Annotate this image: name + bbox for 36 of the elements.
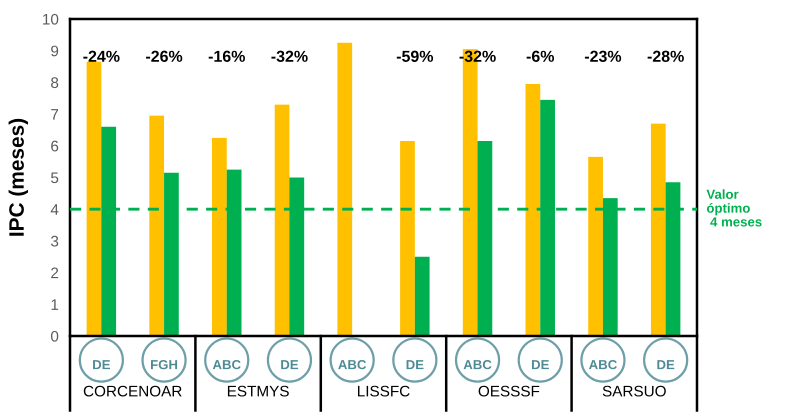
y-tick-label: 5: [51, 172, 58, 184]
text: LISSFC: [358, 386, 410, 397]
annotation: -16%: [208, 50, 245, 62]
annotation: -32%: [271, 50, 308, 62]
y-tick-label: 3: [50, 236, 58, 247]
x-tick-label: DE: [532, 360, 549, 370]
y-tick-label: 9: [51, 46, 58, 56]
y-tick-label: 8: [51, 77, 58, 88]
text: ESTMYS: [228, 386, 289, 397]
y-tick-label: 1: [52, 299, 58, 310]
y-tick-label: 7: [51, 109, 58, 120]
annotation: -26%: [146, 50, 182, 62]
x-tick-label: ABC: [464, 360, 492, 370]
x-tick-label: DE: [93, 360, 110, 370]
x-tick-label: ABC: [338, 360, 366, 370]
y-tick-label: 10: [43, 14, 58, 25]
text: SARSUO: [602, 386, 666, 397]
x-tick-label: DE: [406, 360, 424, 370]
x-tick-label: DE: [657, 360, 674, 370]
x-tick-label: FGH: [151, 360, 178, 370]
x-tick-label: ABC: [212, 360, 241, 370]
y-axis-title: IPC (meses): [8, 118, 28, 236]
text: OESSSF: [478, 386, 540, 397]
y-tick-label: 0: [50, 330, 58, 342]
y-tick-label: 6: [51, 140, 58, 152]
y-tick-label: 2: [51, 267, 58, 278]
annotation: -6%: [526, 50, 554, 62]
x-tick-label: DE: [281, 360, 298, 370]
annotation: -24%: [83, 50, 120, 62]
x-tick-label: ABC: [588, 360, 617, 370]
ref-line-label: Valor óptimo 4 meses: [706, 189, 762, 227]
annotation: -23%: [584, 50, 622, 62]
y-tick-label: 4: [50, 204, 58, 215]
annotation: -59%: [396, 50, 434, 62]
annotation: -28%: [648, 50, 684, 62]
text: CORCENOAR: [84, 386, 182, 397]
